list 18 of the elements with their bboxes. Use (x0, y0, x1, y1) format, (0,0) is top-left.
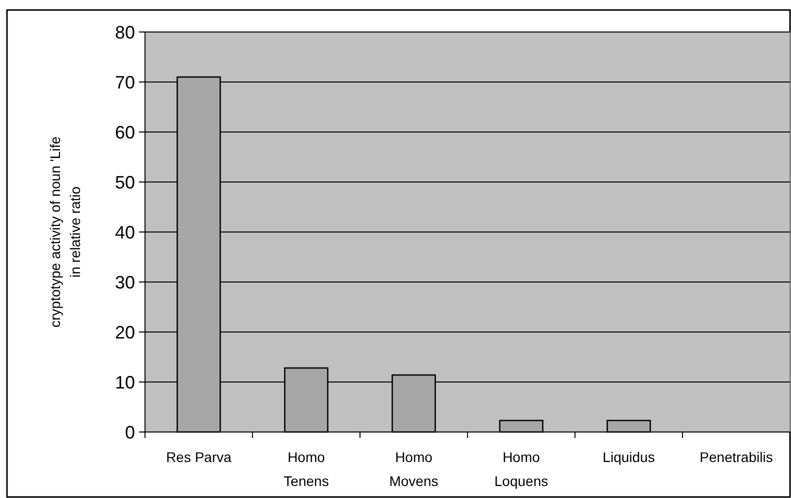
y-tick-label: 30 (114, 272, 135, 292)
bar (606, 420, 651, 433)
y-tick-label: 20 (114, 322, 135, 342)
x-tick-label: Liquidus (602, 449, 655, 465)
y-tick-label: 40 (114, 222, 135, 242)
bar (499, 420, 544, 433)
y-tick-label: 50 (114, 172, 135, 192)
y-tick-label: 0 (124, 422, 135, 442)
x-tick-label: Homo Tenens (284, 449, 329, 489)
x-tick-label: Res Parva (166, 449, 232, 465)
x-tick-label: Homo Movens (389, 449, 438, 489)
y-tick-label: 10 (114, 372, 135, 392)
y-tick-label: 80 (114, 22, 135, 42)
x-tick-label: Penetrabilis (700, 449, 773, 465)
y-tick-label: 60 (114, 122, 135, 142)
x-tick-label: Homo Loquens (494, 449, 548, 489)
y-tick-label: 70 (114, 72, 135, 92)
y-axis-title: cryptotype activity of noun 'Life in relative ratio (47, 136, 83, 328)
